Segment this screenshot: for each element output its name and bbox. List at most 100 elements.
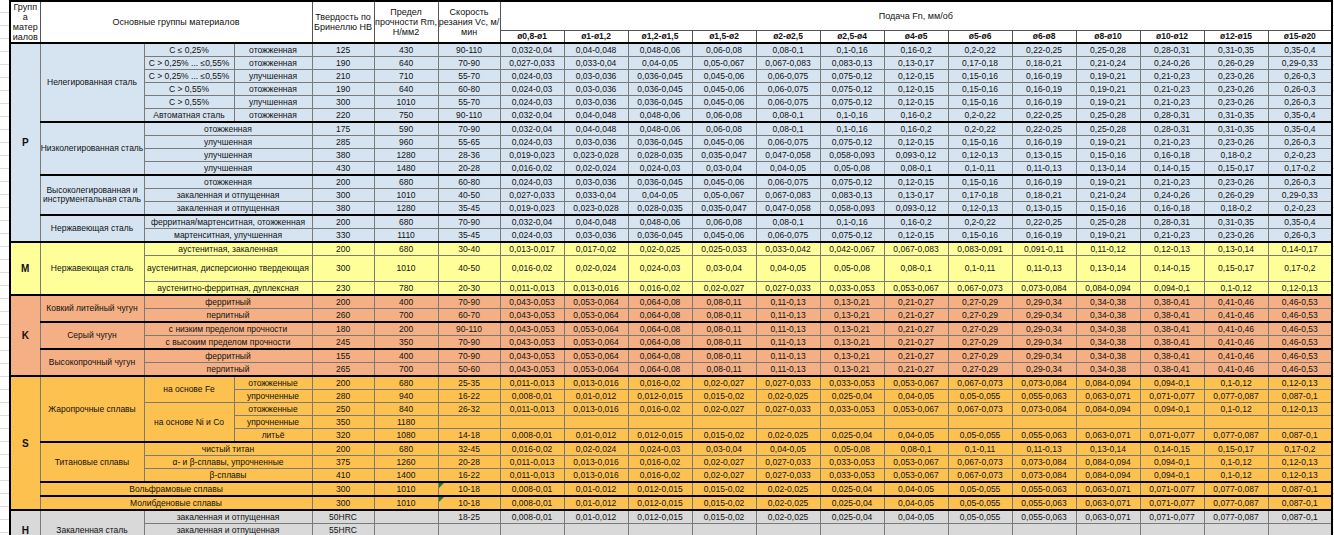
cell-feed[interactable]: 0,064-0,08 — [628, 363, 692, 377]
cell-feed[interactable]: 0,043-0,053 — [500, 309, 564, 323]
cell-feed[interactable]: 0,043-0,053 — [500, 336, 564, 350]
cell-feed[interactable]: 0,19-0,21 — [1076, 96, 1140, 109]
cell-feed[interactable]: 0,2-0,22 — [948, 109, 1012, 123]
cell-strength[interactable]: 680 — [374, 175, 438, 189]
cell-feed[interactable]: 0,05-0,08 — [820, 442, 884, 456]
cell-feed[interactable]: 0,045-0,06 — [692, 70, 756, 83]
cell-feed[interactable]: 0,067-0,073 — [948, 403, 1012, 416]
cell-feed[interactable]: 0,12-0,15 — [884, 229, 948, 243]
cell-feed[interactable]: 0,19-0,21 — [1076, 175, 1140, 189]
cell-feed[interactable]: 0,035-0,047 — [692, 149, 756, 162]
cell-feed[interactable]: 0,28-0,31 — [1140, 215, 1204, 229]
cell-feed[interactable]: 0,14-0,15 — [1140, 442, 1204, 456]
cell-feed[interactable]: 0,032-0,04 — [500, 43, 564, 57]
cell-hardness[interactable]: 200 — [312, 242, 374, 256]
cell-speed[interactable]: 26-32 — [438, 403, 500, 416]
header-diameter[interactable]: ø0,8-ø1 — [500, 30, 564, 43]
cell-feed[interactable]: 0,027-0,033 — [756, 376, 820, 390]
cell-feed[interactable]: 0,46-0,53 — [1268, 322, 1332, 336]
cell-strength[interactable] — [374, 524, 438, 535]
cell-feed[interactable]: 0,077-0,087 — [1204, 496, 1268, 510]
cell-feed[interactable]: 0,03-0,036 — [564, 229, 628, 243]
cell-feed[interactable]: 0,13-0,14 — [1204, 242, 1268, 256]
cell-feed[interactable]: 0,032-0,04 — [500, 122, 564, 136]
cell-feed[interactable]: 0,033-0,04 — [564, 189, 628, 202]
cell-feed[interactable]: 0,06-0,08 — [692, 43, 756, 57]
cell-hardness[interactable]: 200 — [312, 295, 374, 309]
cell-feed[interactable]: 0,02-0,027 — [692, 403, 756, 416]
cell-feed[interactable]: 0,16-0,19 — [1012, 96, 1076, 109]
cell-feed[interactable]: 0,16-0,19 — [1012, 136, 1076, 149]
cell-feed[interactable]: 0,033-0,042 — [756, 242, 820, 256]
cell-strength[interactable]: 400 — [374, 295, 438, 309]
cell-treatment[interactable]: β-сплавы — [144, 469, 312, 483]
cell-feed[interactable]: 0,13-0,14 — [1076, 442, 1140, 456]
cell-feed[interactable]: 0,1-0,12 — [1204, 403, 1268, 416]
cell-feed[interactable]: 0,34-0,38 — [1076, 309, 1140, 323]
cell-treatment[interactable]: отожженные — [234, 376, 312, 390]
cell-feed[interactable]: 0,084-0,094 — [1076, 456, 1140, 469]
cell-feed[interactable]: 0,03-0,04 — [692, 162, 756, 176]
cell-feed[interactable]: 0,05-0,055 — [948, 496, 1012, 510]
cell-feed[interactable]: 0,21-0,23 — [1140, 229, 1204, 243]
header-group[interactable]: Группа матер иалов — [10, 1, 40, 43]
cell-hardness[interactable]: 200 — [312, 376, 374, 390]
cell-feed[interactable]: 0,075-0,12 — [820, 175, 884, 189]
cell-feed[interactable]: 0,011-0,013 — [500, 282, 564, 296]
cell-feed[interactable]: 0,35-0,4 — [1268, 122, 1332, 136]
cell-feed[interactable]: 0,027-0,033 — [500, 189, 564, 202]
cell-feed[interactable]: 0,13-0,21 — [820, 322, 884, 336]
cell-feed[interactable]: 0,21-0,23 — [1140, 175, 1204, 189]
cell-feed[interactable] — [884, 524, 948, 535]
cell-feed[interactable]: 0,14-0,17 — [1268, 242, 1332, 256]
cell-speed[interactable]: 14-18 — [438, 429, 500, 443]
cell-treatment[interactable]: отожженная — [234, 43, 312, 57]
cell-feed[interactable]: 0,083-0,091 — [948, 242, 1012, 256]
cell-feed[interactable]: 0,2-0,22 — [948, 43, 1012, 57]
cell-feed[interactable]: 0,13-0,14 — [1076, 256, 1140, 282]
cell-feed[interactable]: 0,01-0,012 — [564, 482, 628, 496]
cell-feed[interactable]: 0,055-0,063 — [1012, 429, 1076, 443]
cell-strength[interactable]: 700 — [374, 363, 438, 377]
cell-feed[interactable]: 0,04-0,048 — [564, 43, 628, 57]
cell-strength[interactable]: 1260 — [374, 456, 438, 469]
cell-feed[interactable]: 0,05-0,055 — [948, 510, 1012, 524]
cell-feed[interactable]: 0,35-0,4 — [1268, 109, 1332, 123]
cell-strength[interactable]: 1400 — [374, 469, 438, 483]
cell-feed[interactable]: 0,21-0,23 — [1140, 83, 1204, 96]
header-diameter[interactable]: ø10-ø12 — [1140, 30, 1204, 43]
cell-feed[interactable]: 0,053-0,064 — [564, 309, 628, 323]
cell-feed[interactable]: 0,058-0,093 — [820, 202, 884, 216]
cell-feed[interactable]: 0,15-0,16 — [948, 83, 1012, 96]
cell-feed[interactable]: 0,24-0,26 — [1140, 57, 1204, 70]
cell-feed[interactable]: 0,036-0,045 — [628, 136, 692, 149]
cell-feed[interactable]: 0,016-0,02 — [628, 282, 692, 296]
cell-feed[interactable]: 0,34-0,38 — [1076, 363, 1140, 377]
cell-treatment[interactable]: улучшенная — [144, 162, 312, 176]
cell-feed[interactable]: 0,13-0,17 — [884, 189, 948, 202]
cell-feed[interactable]: 0,11-0,13 — [756, 349, 820, 363]
header-diameter[interactable]: ø1,5-ø2 — [692, 30, 756, 43]
cell-feed[interactable]: 0,071-0,077 — [1140, 429, 1204, 443]
cell-feed[interactable] — [500, 524, 564, 535]
cell-feed[interactable]: 0,23-0,26 — [1204, 70, 1268, 83]
cell-strength[interactable]: 680 — [374, 376, 438, 390]
cell-speed[interactable]: 40-50 — [438, 256, 500, 282]
cell-feed[interactable]: 0,015-0,02 — [692, 429, 756, 443]
cell-speed[interactable]: 50-60 — [438, 363, 500, 377]
cell-strength[interactable]: 400 — [374, 349, 438, 363]
cell-feed[interactable]: 0,21-0,27 — [884, 309, 948, 323]
cell-feed[interactable]: 0,02-0,027 — [692, 456, 756, 469]
cell-material-name[interactable]: Нержавеющая сталь — [40, 215, 144, 242]
cell-feed[interactable]: 0,053-0,064 — [564, 336, 628, 350]
cell-feed[interactable]: 0,055-0,063 — [1012, 510, 1076, 524]
cell-treatment[interactable]: улучшенная — [144, 136, 312, 149]
cell-feed[interactable]: 0,2-0,22 — [948, 215, 1012, 229]
cell-feed[interactable]: 0,04-0,05 — [628, 189, 692, 202]
cell-feed[interactable]: 0,29-0,33 — [1268, 189, 1332, 202]
cell-feed[interactable]: 0,045-0,06 — [692, 175, 756, 189]
cell-feed[interactable]: 0,036-0,045 — [628, 229, 692, 243]
cell-hardness[interactable]: 180 — [312, 322, 374, 336]
cell-treatment[interactable]: отожженная — [234, 57, 312, 70]
cell-feed[interactable]: 0,27-0,29 — [948, 309, 1012, 323]
